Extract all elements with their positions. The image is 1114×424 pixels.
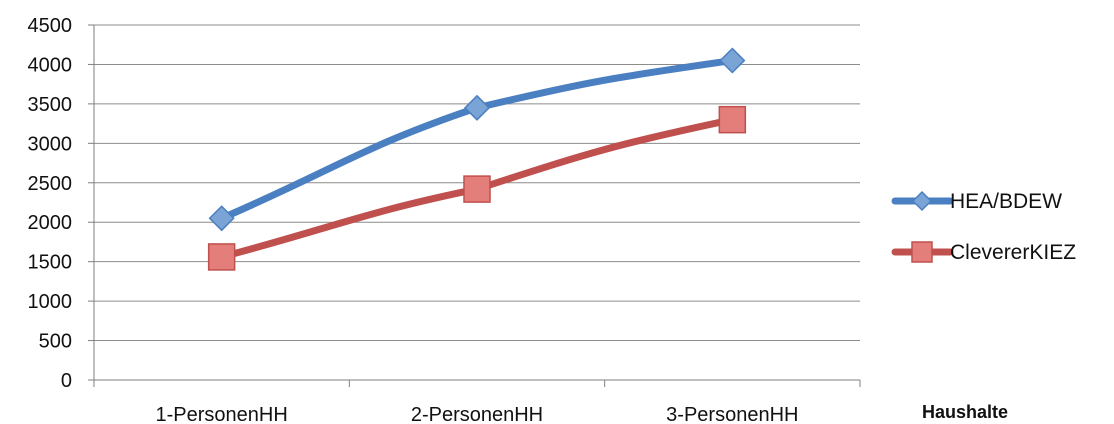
x-axis-title: Haushalte [922,402,1008,422]
data-point [719,47,746,74]
series-group [207,47,747,271]
data-point [207,243,236,271]
series-clevererkiez [207,105,747,271]
legend-label: HEA/BDEW [950,190,1062,213]
legend-marker [911,241,933,263]
y-tick-label: 0 [61,370,72,392]
data-point [208,205,235,232]
y-tick-label: 2500 [28,173,73,195]
y-tick-label: 4000 [28,54,73,76]
legend: HEA/BDEW ClevererKIEZ [891,190,1076,264]
y-axis-ticks: 0 500 1000 1500 2000 2500 3000 3500 4000 4500 [28,15,94,392]
y-tick-label: 2000 [28,212,73,234]
data-point [718,105,747,134]
legend-item: ClevererKIEZ [891,241,1076,264]
data-point [463,175,491,203]
x-axis-ticks: 1-PersonenHH 2-PersonenHH 3-PersonenHH [93,380,861,424]
y-tick-label: 1500 [28,252,73,274]
x-tick-label: 1-PersonenHH [156,404,288,424]
y-tick-label: 4500 [28,15,73,37]
x-tick-label: 2-PersonenHH [411,404,543,424]
data-point [463,94,491,121]
series-hea-bdew [208,47,746,232]
legend-marker [911,190,933,212]
y-tick-label: 3500 [28,94,73,116]
x-tick-label: 3-PersonenHH [666,404,798,424]
legend-label: ClevererKIEZ [950,241,1076,264]
y-tick-label: 500 [39,331,72,353]
y-tick-label: 1000 [28,291,73,313]
y-tick-label: 3000 [28,133,73,155]
legend-item: HEA/BDEW [891,190,1062,213]
